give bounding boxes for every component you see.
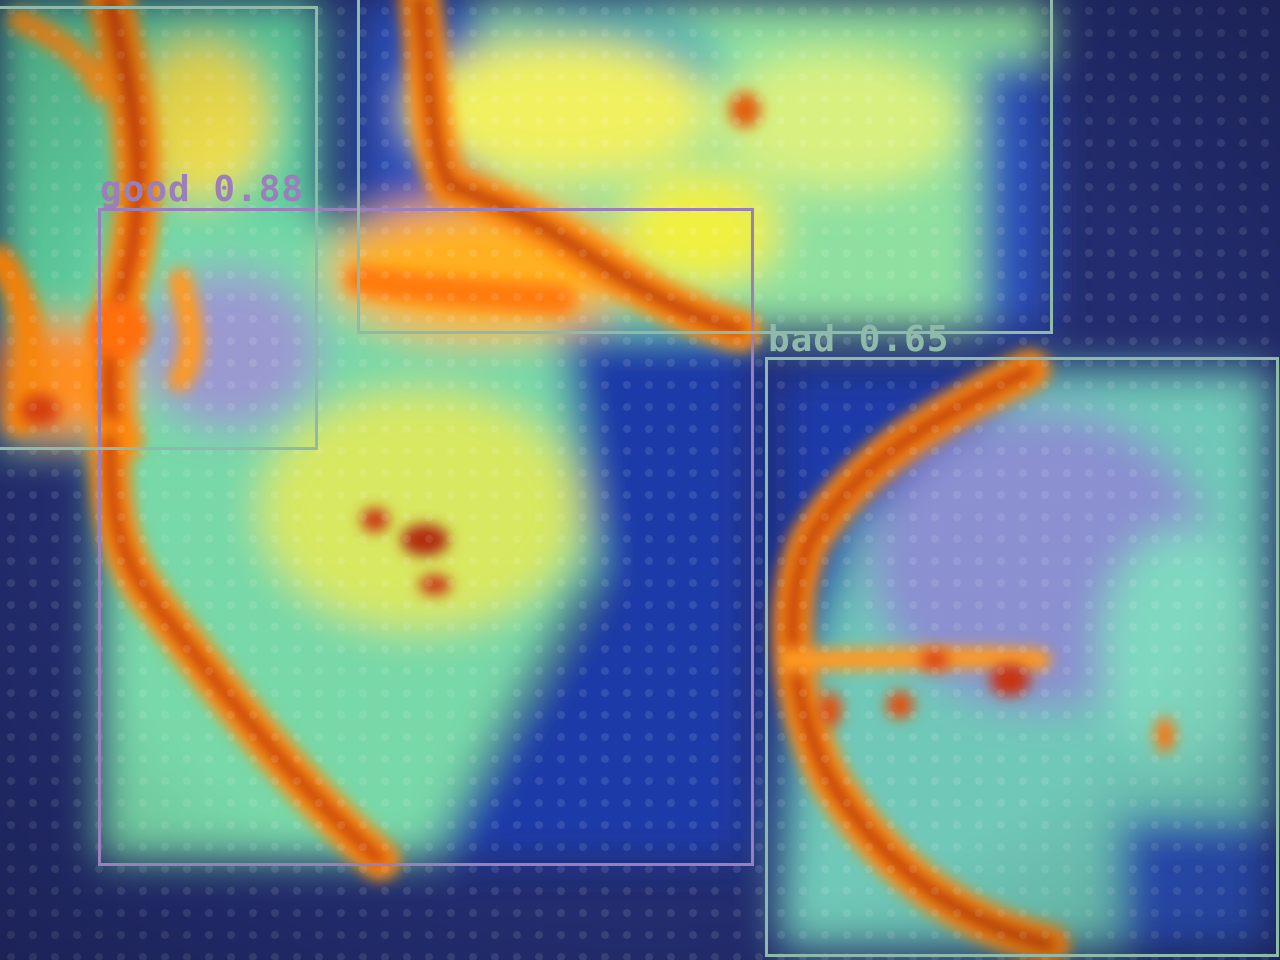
detection-bad-label: bad 0.65 <box>768 319 950 360</box>
detection-good-label: good 0.88 <box>100 169 305 210</box>
detection-bad-box <box>765 357 1279 957</box>
detection-unlabeled-top-left-box <box>0 6 318 450</box>
detection-unlabeled-top-center-box <box>357 0 1053 334</box>
detection-good-box <box>98 208 754 866</box>
